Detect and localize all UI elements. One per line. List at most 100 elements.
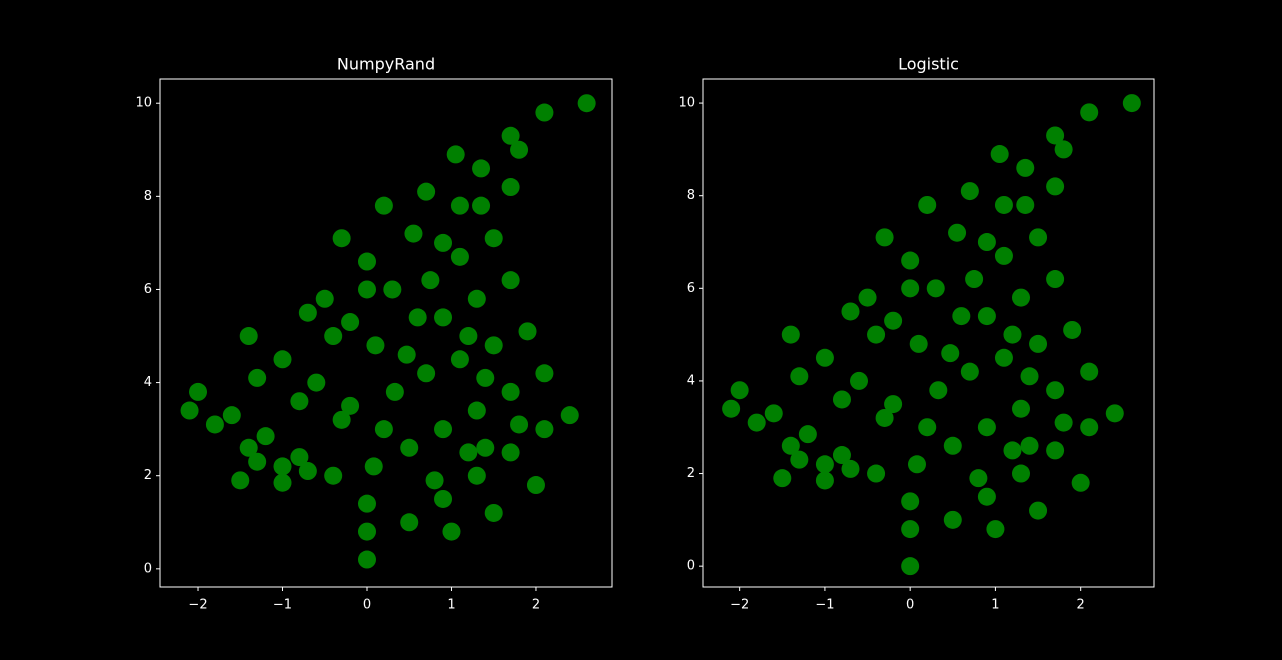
point bbox=[1012, 399, 1031, 418]
point bbox=[943, 510, 962, 529]
point bbox=[526, 476, 545, 495]
point bbox=[248, 368, 267, 387]
x-tick-label: 2 bbox=[1077, 598, 1085, 613]
point bbox=[943, 436, 962, 455]
point bbox=[1029, 334, 1048, 353]
point bbox=[1046, 381, 1065, 400]
point bbox=[324, 327, 343, 346]
point bbox=[180, 401, 199, 420]
point bbox=[341, 313, 360, 332]
point bbox=[918, 195, 937, 214]
y-tick-label: 4 bbox=[687, 373, 695, 388]
point bbox=[273, 457, 292, 476]
point bbox=[315, 289, 334, 308]
point bbox=[790, 450, 809, 469]
point bbox=[408, 308, 427, 327]
point bbox=[484, 229, 503, 248]
point bbox=[450, 247, 469, 266]
point bbox=[341, 396, 360, 415]
point bbox=[501, 382, 520, 401]
point bbox=[364, 457, 383, 476]
point bbox=[417, 182, 436, 201]
y-tick-label: 0 bbox=[687, 559, 695, 574]
point bbox=[442, 522, 461, 541]
point bbox=[1012, 288, 1031, 307]
x-tick-label: 0 bbox=[906, 598, 914, 613]
point bbox=[1029, 501, 1048, 520]
point bbox=[231, 471, 250, 490]
point bbox=[909, 334, 928, 353]
x-tick-label: −2 bbox=[730, 598, 749, 613]
point bbox=[476, 368, 495, 387]
point bbox=[815, 348, 834, 367]
point bbox=[1012, 464, 1031, 483]
point bbox=[901, 279, 920, 298]
point bbox=[273, 350, 292, 369]
point bbox=[434, 420, 453, 439]
point bbox=[484, 336, 503, 355]
point bbox=[205, 415, 224, 434]
point bbox=[815, 471, 834, 490]
point bbox=[977, 418, 996, 437]
point bbox=[1046, 126, 1065, 145]
point bbox=[472, 196, 491, 215]
point bbox=[535, 420, 554, 439]
point bbox=[501, 126, 520, 145]
point bbox=[256, 427, 275, 446]
point bbox=[747, 413, 766, 432]
point bbox=[1016, 195, 1035, 214]
point bbox=[1046, 177, 1065, 196]
point bbox=[450, 196, 469, 215]
point bbox=[366, 336, 385, 355]
point bbox=[1054, 140, 1073, 159]
point bbox=[722, 399, 741, 418]
point bbox=[1046, 441, 1065, 460]
point bbox=[867, 325, 886, 344]
point bbox=[986, 520, 1005, 539]
x-tick-label: 2 bbox=[532, 598, 540, 613]
point bbox=[357, 522, 376, 541]
point bbox=[1003, 441, 1022, 460]
point bbox=[467, 466, 486, 485]
point bbox=[990, 145, 1009, 164]
point bbox=[1003, 325, 1022, 344]
point bbox=[501, 271, 520, 290]
point bbox=[960, 362, 979, 381]
y-tick-label: 8 bbox=[144, 189, 152, 204]
point bbox=[357, 252, 376, 271]
point bbox=[501, 178, 520, 197]
point bbox=[977, 487, 996, 506]
point bbox=[994, 195, 1013, 214]
point bbox=[994, 246, 1013, 265]
y-tick-label: 6 bbox=[144, 282, 152, 297]
point bbox=[798, 425, 817, 444]
point bbox=[374, 196, 393, 215]
point bbox=[1105, 404, 1124, 423]
point bbox=[832, 446, 851, 465]
point bbox=[484, 503, 503, 522]
point bbox=[332, 229, 351, 248]
point bbox=[929, 381, 948, 400]
point bbox=[730, 381, 749, 400]
point bbox=[1080, 103, 1099, 122]
point bbox=[476, 438, 495, 457]
point bbox=[472, 159, 491, 178]
point bbox=[867, 464, 886, 483]
point bbox=[324, 466, 343, 485]
point bbox=[222, 406, 241, 425]
point bbox=[450, 350, 469, 369]
point bbox=[434, 233, 453, 252]
point bbox=[773, 469, 792, 488]
y-tick-label: 10 bbox=[678, 96, 695, 111]
point bbox=[764, 404, 783, 423]
y-tick-label: 0 bbox=[144, 561, 152, 576]
point bbox=[1063, 320, 1082, 339]
point bbox=[1122, 94, 1141, 113]
point bbox=[307, 373, 326, 392]
point bbox=[901, 251, 920, 270]
point bbox=[357, 550, 376, 569]
point bbox=[501, 443, 520, 462]
point bbox=[400, 513, 419, 532]
axes-frame bbox=[159, 78, 613, 588]
